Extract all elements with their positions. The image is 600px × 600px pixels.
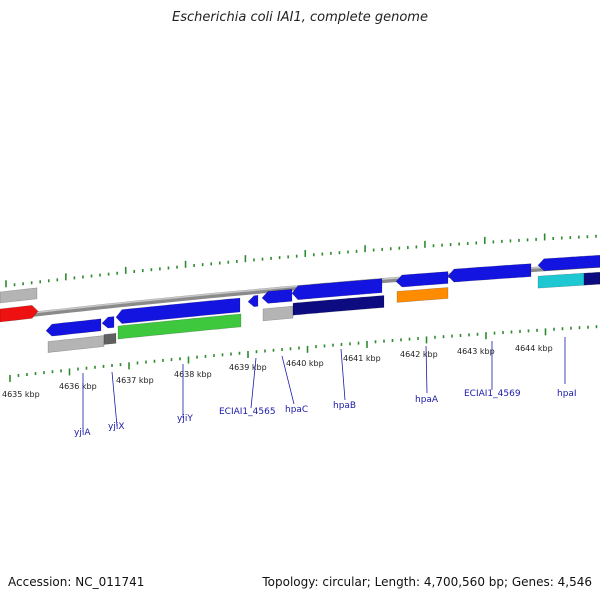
kbp-tick-label: 4641 kbp — [343, 354, 381, 363]
kbp-scale: 4635 kbp 4636 kbp 4637 kbp 4638 kbp 4639 kbp… — [2, 344, 553, 399]
gene-hpaC — [262, 305, 294, 322]
gene-hpaI — [537, 272, 585, 289]
cds-hpaC — [261, 288, 293, 304]
gene-label-leader — [111, 371, 118, 427]
kbp-tick-label: 4640 kbp — [286, 359, 324, 368]
kbp-tick-label: 4637 kbp — [116, 376, 154, 385]
gene-label-ECIAI1_4569: ECIAI1_4569 — [464, 389, 521, 399]
gene-hpaI-2 — [583, 271, 600, 286]
cds-ECIAI1_4565 — [247, 294, 259, 308]
gene-label-yjiA: yjiA — [74, 428, 91, 438]
gene-hpaB — [292, 295, 385, 316]
accession-text: Accession: NC_011741 — [8, 575, 145, 589]
cds-hpaA — [395, 271, 449, 288]
cds-yjiX — [101, 316, 115, 329]
outer-tick-ring — [5, 233, 597, 288]
cds-yjiY — [115, 297, 241, 324]
gene-block-red — [0, 305, 39, 323]
gene-label-hpaC: hpaC — [285, 405, 308, 415]
gene-label-leader — [425, 345, 428, 394]
gene-label-leader — [340, 348, 346, 401]
gene-block-grey — [0, 287, 38, 304]
gene-label-hpaB: hpaB — [333, 401, 356, 411]
gene-yjiY — [117, 313, 242, 340]
cds-hpaB — [291, 278, 383, 301]
kbp-tick-label: 4635 kbp — [2, 390, 40, 399]
cds-hpaI — [537, 254, 600, 272]
gene-label-hpaA: hpaA — [415, 395, 439, 405]
feature-track — [0, 254, 600, 353]
cds-yjiA — [45, 318, 102, 337]
kbp-tick-label: 4639 kbp — [229, 363, 267, 372]
kbp-tick-label: 4636 kbp — [59, 382, 97, 391]
gene-label-leader — [281, 355, 295, 405]
gene-labels: yjiA yjiX yjiY ECIAI1_4565 hpaC hpaB hpaA ECIAI… — [74, 337, 577, 438]
kbp-tick-label: 4644 kbp — [515, 344, 553, 353]
gene-label-hpaI: hpaI — [557, 389, 577, 399]
map-title: Escherichia coli IAI1, complete genome — [172, 10, 428, 25]
gene-label-yjiY: yjiY — [177, 414, 193, 424]
gene-label-yjiX: yjiX — [108, 422, 125, 432]
kbp-tick-label: 4638 kbp — [174, 370, 212, 379]
inner-tick-ring — [9, 325, 598, 382]
gene-yjiX — [103, 332, 117, 345]
gene-label-ECIAI1_4565: ECIAI1_4565 — [219, 407, 276, 417]
gene-yjiA — [47, 335, 105, 353]
gene-hpaA — [396, 287, 449, 303]
kbp-tick-label: 4642 kbp — [400, 350, 438, 359]
cds-ECIAI1_4569 — [447, 263, 532, 283]
gene-label-leader — [250, 357, 257, 409]
kbp-tick-label: 4643 kbp — [457, 347, 495, 356]
genome-summary-text: Topology: circular; Length: 4,700,560 bp… — [262, 575, 592, 589]
